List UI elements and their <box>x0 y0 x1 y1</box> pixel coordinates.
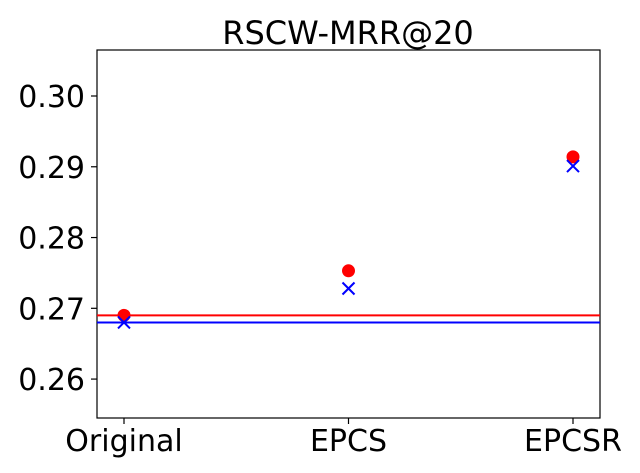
plot-area <box>96 49 601 419</box>
y-tick-label: 0.27 <box>18 292 85 327</box>
x-tick-label: Original <box>65 424 182 459</box>
y-tick-label: 0.28 <box>18 222 85 257</box>
x-tick-label: EPCSR <box>524 424 622 459</box>
data-point-circle <box>117 308 131 322</box>
data-point-circle <box>566 150 580 164</box>
y-tick-label: 0.29 <box>18 151 85 186</box>
data-point-x <box>566 159 580 173</box>
data-point-x <box>117 315 131 330</box>
data-point-circle <box>342 264 355 278</box>
chart-title: RSCW-MRR@20 <box>222 14 474 52</box>
y-tick-label: 0.26 <box>18 363 85 398</box>
data-point-x <box>341 281 356 296</box>
x-tick-label: EPCS <box>310 424 387 459</box>
y-tick-label: 0.30 <box>18 80 85 115</box>
